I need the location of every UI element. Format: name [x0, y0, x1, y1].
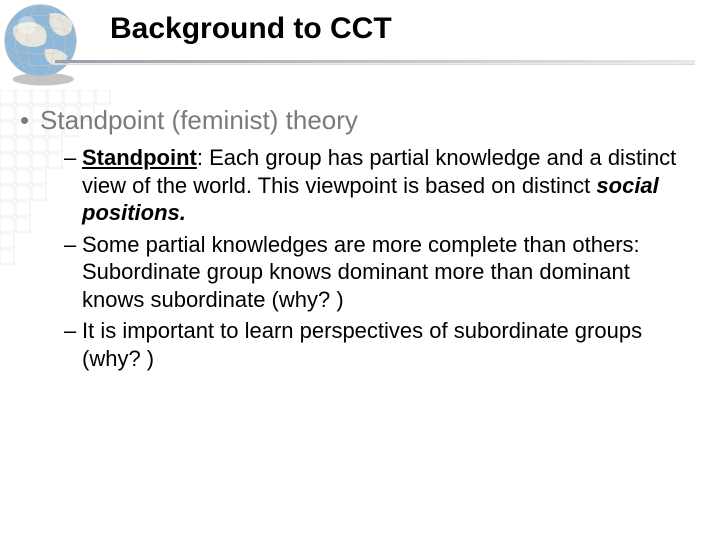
- sub-bullet-1: Standpoint: Each group has partial knowl…: [20, 144, 690, 227]
- title-underline: [55, 60, 695, 66]
- content-area: Standpoint (feminist) theory Standpoint:…: [20, 105, 690, 376]
- sub1-lead: Standpoint: [82, 145, 197, 170]
- slide-title: Background to CCT: [110, 12, 392, 46]
- globe-icon: [0, 0, 90, 90]
- sub-bullet-2: Some partial knowledges are more complet…: [20, 231, 690, 314]
- bullet-main: Standpoint (feminist) theory: [20, 105, 690, 136]
- sub-bullet-3: It is important to learn perspectives of…: [20, 317, 690, 372]
